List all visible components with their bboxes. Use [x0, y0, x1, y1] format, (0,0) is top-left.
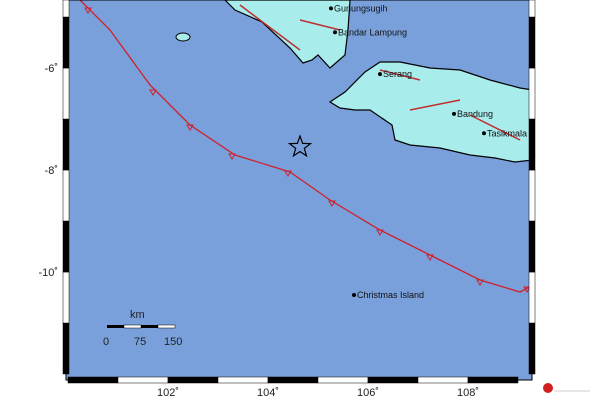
frame-segment: [217, 376, 269, 384]
frame-segment: [62, 220, 70, 273]
city-label: Serang: [383, 69, 412, 79]
city-label: Bandung: [457, 109, 493, 119]
scale-tick: 150: [164, 336, 182, 348]
trench-tooth: [186, 124, 194, 131]
scale-tick: 75: [134, 336, 146, 348]
city-marker: [329, 6, 333, 11]
lon-label: 108˚: [457, 387, 479, 399]
frame-segment: [528, 67, 536, 120]
frame-segment: [417, 376, 469, 384]
frame-segment: [528, 16, 536, 69]
city-marker: [333, 30, 337, 35]
trench-tooth: [426, 254, 434, 261]
frame-segment: [167, 376, 219, 384]
star-icon[interactable]: [287, 134, 313, 158]
city-label: Gunungsugih: [334, 3, 388, 13]
trench-tooth: [284, 170, 292, 177]
java-land: [328, 61, 534, 163]
scale-bar: km 0 75 150: [103, 309, 182, 348]
city-marker: [482, 131, 486, 136]
frame-segment: [67, 376, 119, 384]
city-label: Bandar Lampung: [338, 27, 407, 37]
trench-tooth: [476, 279, 484, 286]
frame-segment: [528, 118, 536, 171]
frame-segment: [62, 0, 70, 18]
trench-tooth: [328, 200, 336, 207]
trench-tooth: [376, 229, 384, 236]
lat-label: -8˚: [45, 165, 58, 177]
trench-tooth: [523, 286, 531, 293]
lat-label: -10˚: [38, 267, 58, 279]
frame-segment: [62, 169, 70, 222]
frame-segment: [367, 376, 419, 384]
frame-segment: [267, 376, 319, 384]
frame-segment: [62, 271, 70, 324]
city-marker: [378, 72, 382, 77]
scale-tick: 0: [103, 336, 109, 348]
frame-segment: [117, 376, 169, 384]
scale-unit: km: [130, 309, 145, 321]
frame-segment: [528, 0, 536, 18]
sumatra-fault: [239, 4, 521, 141]
lon-label: 104˚: [257, 387, 279, 399]
frame-segment: [528, 220, 536, 273]
frame-segment: [62, 322, 70, 375]
frame-segment: [62, 118, 70, 171]
frame-segment: [528, 169, 536, 222]
frame-segment: [528, 322, 536, 375]
city-marker: [452, 111, 456, 116]
lon-label: 102˚: [157, 387, 179, 399]
frame-segment: [467, 376, 519, 384]
city-marker: [352, 292, 356, 297]
frame-segment: [528, 271, 536, 324]
city-label: Tasikmala: [487, 128, 527, 138]
ocean: [66, 0, 532, 380]
island: [175, 32, 191, 42]
frame-segment: [62, 16, 70, 69]
lon-label: 106˚: [357, 387, 379, 399]
subduction-trench: [79, 0, 534, 293]
frame-segment: [62, 67, 70, 120]
city-label: Christmas Island: [357, 290, 424, 300]
lat-label: -6˚: [45, 63, 58, 75]
trench-tooth: [149, 89, 157, 96]
trench-tooth: [84, 7, 92, 14]
frame-segment: [317, 376, 369, 384]
logo-icon: [543, 383, 590, 393]
trench-tooth: [228, 153, 236, 160]
